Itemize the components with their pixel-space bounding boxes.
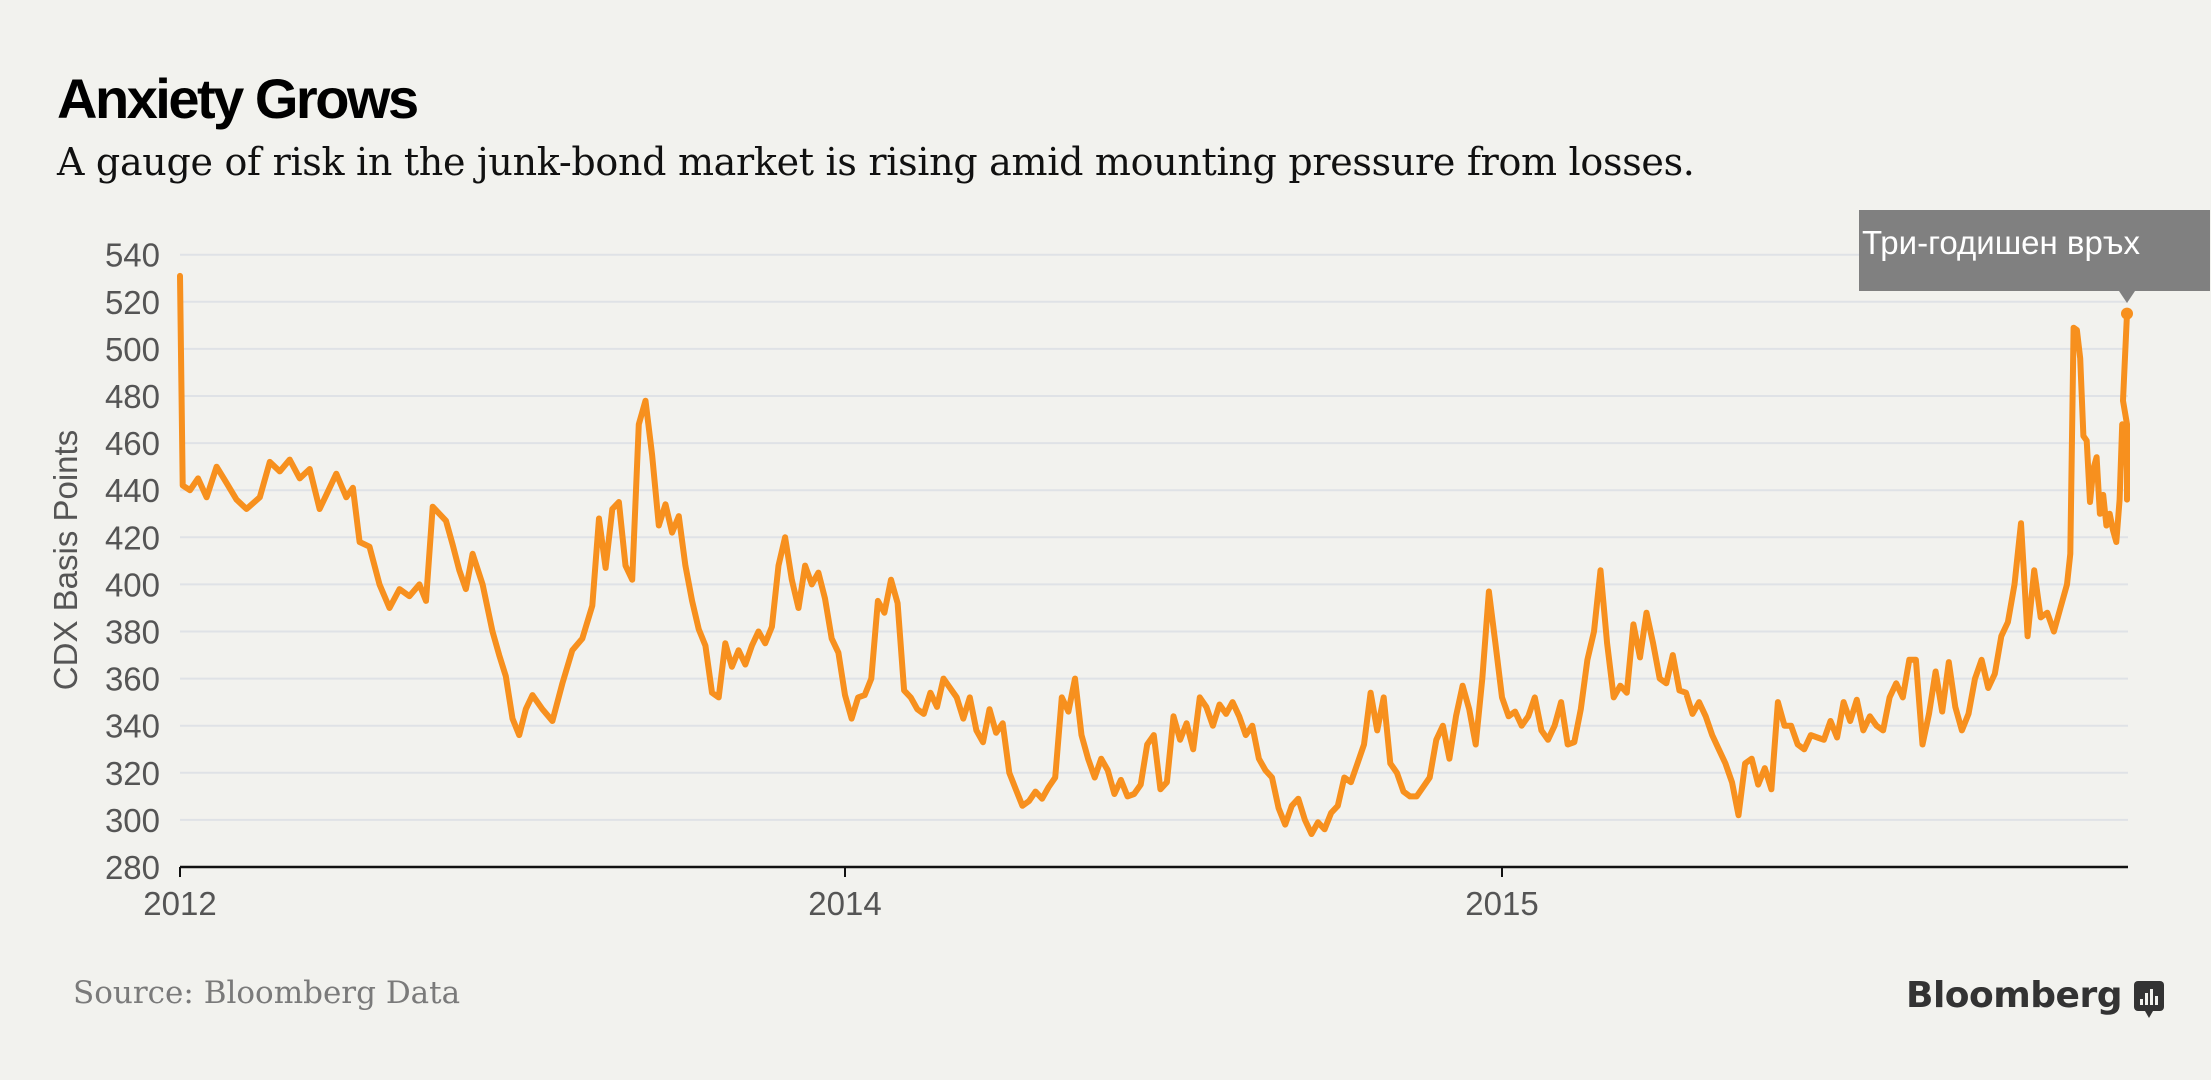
annotation-box	[1859, 210, 2210, 291]
y-tick-label: 400	[105, 566, 160, 603]
x-tick-label: 2014	[808, 885, 881, 922]
y-tick-label: 280	[105, 849, 160, 886]
gridlines	[180, 253, 2128, 821]
y-tick-label: 340	[105, 708, 160, 745]
x-tick-label: 2012	[143, 885, 216, 922]
brand-logo: Bloomberg	[1906, 975, 2122, 1016]
annotation-label: Три-годишен връх	[1862, 224, 2140, 261]
y-tick-label: 420	[105, 519, 160, 556]
annotation-pointer	[2119, 291, 2135, 303]
bloomberg-chart-icon	[2134, 981, 2164, 1018]
y-tick-label: 380	[105, 614, 160, 651]
y-tick-label: 320	[105, 755, 160, 792]
y-tick-label: 520	[105, 284, 160, 321]
x-tick-label: 2015	[1465, 885, 1538, 922]
x-axis-ticks: 2012 2014 2015	[143, 867, 1539, 922]
y-tick-label: 300	[105, 802, 160, 839]
series-line-cdx	[177, 272, 2130, 837]
y-axis-ticks: 280 300 320 340 360 380 400 420 440 460 480 500 520 5…	[105, 237, 160, 886]
y-tick-label: 500	[105, 331, 160, 368]
chart-subtitle: A gauge of risk in the junk-bond market …	[57, 140, 1695, 184]
y-tick-label: 480	[105, 378, 160, 415]
source-note: Source: Bloomberg Data	[73, 975, 461, 1011]
y-axis-label: CDX Basis Points	[47, 430, 84, 690]
y-tick-label: 540	[105, 237, 160, 274]
series-endpoint-marker[interactable]	[2121, 307, 2133, 320]
y-tick-label: 360	[105, 661, 160, 698]
chart-title: Anxiety Grows	[57, 67, 419, 130]
y-tick-label: 460	[105, 425, 160, 462]
y-tick-label: 440	[105, 472, 160, 509]
